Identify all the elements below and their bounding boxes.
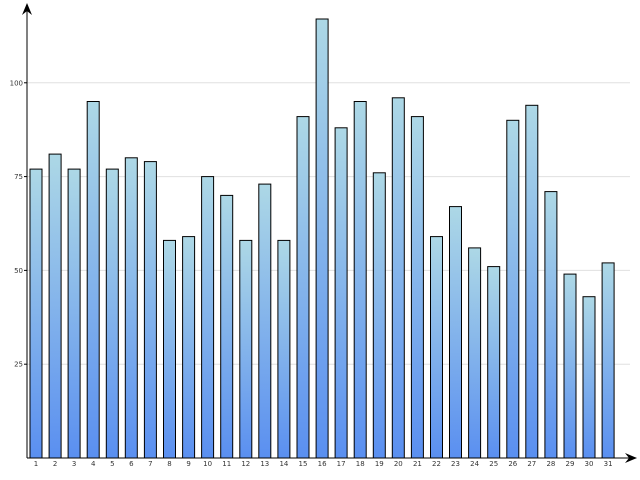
axes (22, 3, 637, 463)
bar-7 (143, 161, 157, 459)
y-tick-label: 100 (10, 79, 23, 87)
x-tick-label: 29 (566, 460, 575, 468)
bar-2 (48, 153, 62, 459)
bar-10 (201, 176, 215, 459)
bar-28 (544, 191, 558, 459)
bar-22 (430, 236, 443, 459)
bar-16 (315, 18, 329, 459)
bar-8 (163, 239, 176, 459)
x-tick-label: 27 (527, 460, 536, 468)
bars (29, 18, 615, 459)
bar-23 (449, 206, 462, 459)
bar-27 (525, 104, 539, 459)
bar-14 (277, 239, 291, 459)
bar-18 (353, 101, 367, 459)
x-axis-arrow-icon (625, 453, 637, 463)
x-tick-label: 31 (604, 460, 613, 468)
bar-4 (86, 101, 100, 459)
x-tick-label: 3 (72, 460, 76, 468)
bar-31 (601, 262, 615, 459)
x-tick-label: 14 (279, 460, 288, 468)
x-tick-label: 12 (241, 460, 250, 468)
x-tick-label: 4 (91, 460, 96, 468)
x-tick-label: 28 (546, 460, 555, 468)
bar-11 (220, 194, 234, 459)
x-tick-label: 19 (375, 460, 384, 468)
x-tick-label: 20 (394, 460, 403, 468)
x-tick-label: 2 (53, 460, 57, 468)
bar-5 (105, 168, 119, 459)
x-tick-label: 22 (432, 460, 441, 468)
bar-1 (29, 168, 43, 459)
x-tick-label: 1 (34, 460, 38, 468)
y-tick-label: 50 (14, 267, 23, 275)
bar-3 (67, 168, 81, 459)
y-tick-label: 25 (14, 361, 23, 369)
x-tick-label: 7 (148, 460, 152, 468)
x-tick-label: 21 (413, 460, 422, 468)
x-tick-label: 8 (167, 460, 171, 468)
x-tick-label: 11 (222, 460, 231, 468)
bar-9 (182, 236, 196, 459)
bar-25 (487, 266, 501, 459)
bar-24 (468, 247, 482, 459)
x-tick-label: 13 (260, 460, 269, 468)
x-tick-label: 5 (110, 460, 114, 468)
bar-13 (258, 183, 272, 459)
bar-15 (296, 116, 310, 459)
x-tick-label: 24 (470, 460, 479, 468)
x-tick-label: 25 (489, 460, 498, 468)
x-tick-label: 6 (129, 460, 134, 468)
x-tick-label: 15 (299, 460, 308, 468)
bar-20 (391, 97, 405, 459)
bar-21 (410, 116, 424, 459)
x-tick-label: 30 (585, 460, 594, 468)
x-tick-label: 26 (508, 460, 517, 468)
bar-29 (563, 273, 577, 459)
x-tick-label: 18 (356, 460, 365, 468)
y-tick-label: 75 (14, 173, 23, 181)
x-tick-label: 10 (203, 460, 212, 468)
x-tick-label: 16 (318, 460, 327, 468)
bar-6 (124, 157, 138, 459)
x-tick-label: 9 (186, 460, 190, 468)
y-axis-arrow-icon (22, 3, 32, 15)
bar-26 (506, 119, 520, 459)
bar-30 (582, 296, 596, 459)
bar-17 (334, 127, 348, 459)
x-tick-label: 17 (337, 460, 346, 468)
x-tick-label: 23 (451, 460, 460, 468)
bar-19 (372, 172, 386, 459)
bar-12 (239, 239, 253, 459)
